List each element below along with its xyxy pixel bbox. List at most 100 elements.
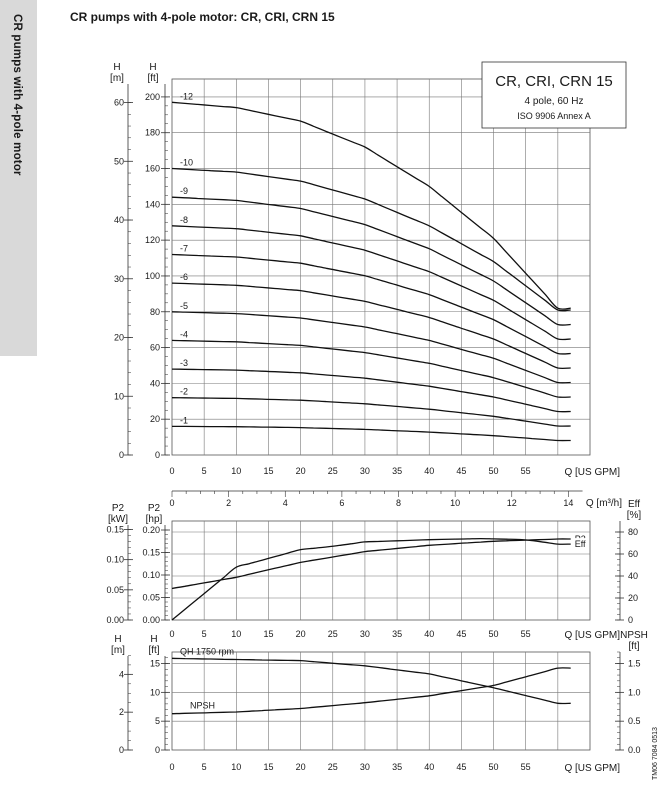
- head-x-tick-label: 55: [521, 466, 531, 476]
- metric-x-tick-label: 10: [450, 498, 460, 508]
- head-curve-stage-2: [171, 397, 571, 427]
- head-curve-label: -6: [180, 272, 188, 282]
- head-curve-stage-6: [171, 282, 571, 370]
- head-curve-label: -9: [180, 186, 188, 196]
- head-curve-label: -3: [180, 358, 188, 368]
- side-tab: CR pumps with 4-pole motor: [0, 0, 37, 356]
- power-x-tick-label: 25: [328, 629, 338, 639]
- power-x-tick-label: 55: [521, 629, 531, 639]
- npsh-r-r-tick-label: 1.0: [628, 687, 641, 697]
- head-curve-stage-9: [171, 196, 571, 326]
- head-m-y-tick-label: 0: [119, 450, 124, 460]
- side-tab-label: CR pumps with 4-pole motor: [11, 14, 23, 176]
- power-eff-r-tick-label: 80: [628, 527, 638, 537]
- head-x-tick-label: 0: [169, 466, 174, 476]
- npsh-x-tick-label: 5: [202, 762, 207, 772]
- head-ft-y-tick-label: 140: [145, 199, 160, 209]
- power-eff-r-axis-unit: [%]: [627, 510, 642, 521]
- npsh-ft-y-axis-title: H: [150, 634, 157, 645]
- title-box-speed: 4 pole, 60 Hz: [525, 96, 584, 107]
- head-ft-y-tick-label: 60: [150, 343, 160, 353]
- power-curve-p2: [171, 538, 571, 590]
- npsh-frame: [171, 651, 591, 751]
- npsh-x-tick-label: 35: [392, 762, 402, 772]
- head-x-axis-label: Q [US GPM]: [564, 467, 620, 478]
- power-x-tick-label: 20: [296, 629, 306, 639]
- power-hp-y-axis-unit: [hp]: [146, 514, 163, 525]
- npsh-m-y-tick-label: 2: [119, 707, 124, 717]
- document-code: TM06 7084 0513: [652, 727, 659, 780]
- power-x-tick-label: 30: [360, 629, 370, 639]
- head-ft-y-tick-label: 200: [145, 92, 160, 102]
- head-x-tick-label: 10: [231, 466, 241, 476]
- head-curve-stage-3: [171, 368, 571, 413]
- head-curve-label: -4: [180, 329, 188, 339]
- head-curve-stage-12: [171, 101, 571, 310]
- npsh-m-y-axis-title: H: [114, 634, 121, 645]
- power-kw-y-tick-label: 0.05: [106, 585, 124, 595]
- metric-x-tick-label: 4: [283, 498, 288, 508]
- npsh-m-y-axis-unit: [m]: [111, 645, 125, 656]
- npsh-ft-y-tick-label: 15: [150, 659, 160, 669]
- head-ft-y-tick-label: 180: [145, 128, 160, 138]
- power-hp-y-tick-label: 0.05: [142, 593, 160, 603]
- npsh-x-tick-label: 55: [521, 762, 531, 772]
- power-eff-r-axis-title: Eff: [628, 499, 640, 510]
- head-ft-y-tick-label: 0: [155, 450, 160, 460]
- npsh-curve-label: NPSH: [190, 701, 215, 711]
- power-eff-r-tick-label: 40: [628, 571, 638, 581]
- head-x-tick-label: 5: [202, 466, 207, 476]
- head-m-y-tick-label: 40: [114, 215, 124, 225]
- power-x-tick-label: 0: [169, 629, 174, 639]
- head-m-y-tick-label: 50: [114, 156, 124, 166]
- power-x-axis-label: Q [US GPM]: [564, 630, 620, 641]
- power-x-tick-label: 5: [202, 629, 207, 639]
- npsh-x-tick-label: 45: [456, 762, 466, 772]
- head-curve-stage-1: [172, 425, 571, 442]
- title-box: [481, 61, 627, 129]
- power-curve-label: Eff: [575, 539, 586, 549]
- power-x-tick-label: 15: [263, 629, 273, 639]
- npsh-curve-npsh: [171, 667, 571, 715]
- head-ft-y-tick-label: 80: [150, 307, 160, 317]
- head-ft-y-tick-label: 160: [145, 164, 160, 174]
- page-title: CR pumps with 4-pole motor: CR, CRI, CRN…: [70, 10, 335, 24]
- power-hp-y-tick-label: 0.15: [142, 548, 160, 558]
- power-hp-y-tick-label: 0.00: [142, 615, 160, 625]
- head-x-tick-label: 25: [328, 466, 338, 476]
- power-kw-y-axis-unit: [kW]: [108, 514, 128, 525]
- head-curve-stage-5: [171, 311, 571, 384]
- power-eff-r-tick-label: 0: [628, 615, 633, 625]
- head-x-tick-label: 35: [392, 466, 402, 476]
- head-curve-label: -10: [180, 158, 193, 168]
- title-box-title: CR, CRI, CRN 15: [495, 73, 613, 90]
- head-curve-label: -8: [180, 215, 188, 225]
- npsh-m-y-tick-label: 0: [119, 745, 124, 755]
- power-curve-label-bg: [572, 538, 589, 550]
- power-x-tick-label: 35: [392, 629, 402, 639]
- npsh-ft-y-tick-label: 5: [155, 716, 160, 726]
- npsh-r-r-axis-title: NPSH: [620, 630, 648, 641]
- power-hp-y-axis-title: P2: [148, 503, 161, 514]
- power-x-tick-label: 10: [231, 629, 241, 639]
- head-x-tick-label: 15: [263, 466, 273, 476]
- head-x-tick-label: 30: [360, 466, 370, 476]
- head-curve-stage-7: [171, 253, 571, 355]
- npsh-x-axis-label: Q [US GPM]: [564, 763, 620, 774]
- npsh-ft-y-tick-label: 0: [155, 745, 160, 755]
- power-kw-y-axis-title: P2: [112, 503, 125, 514]
- head-ft-y-tick-label: 20: [150, 414, 160, 424]
- head-curve-stage-8: [171, 225, 571, 341]
- power-x-tick-label: 45: [456, 629, 466, 639]
- head-ft-y-axis-unit: [ft]: [147, 73, 158, 84]
- head-curve-stage-4: [171, 339, 571, 398]
- head-ft-y-tick-label: 120: [145, 235, 160, 245]
- npsh-m-y-tick-label: 4: [119, 669, 124, 679]
- power-x-tick-label: 50: [489, 629, 499, 639]
- head-x-tick-label: 50: [489, 466, 499, 476]
- npsh-x-tick-label: 50: [489, 762, 499, 772]
- npsh-r-r-tick-label: 1.5: [628, 659, 641, 669]
- npsh-ft-y-axis-unit: [ft]: [148, 645, 159, 656]
- head-ft-y-axis-title: H: [149, 62, 156, 73]
